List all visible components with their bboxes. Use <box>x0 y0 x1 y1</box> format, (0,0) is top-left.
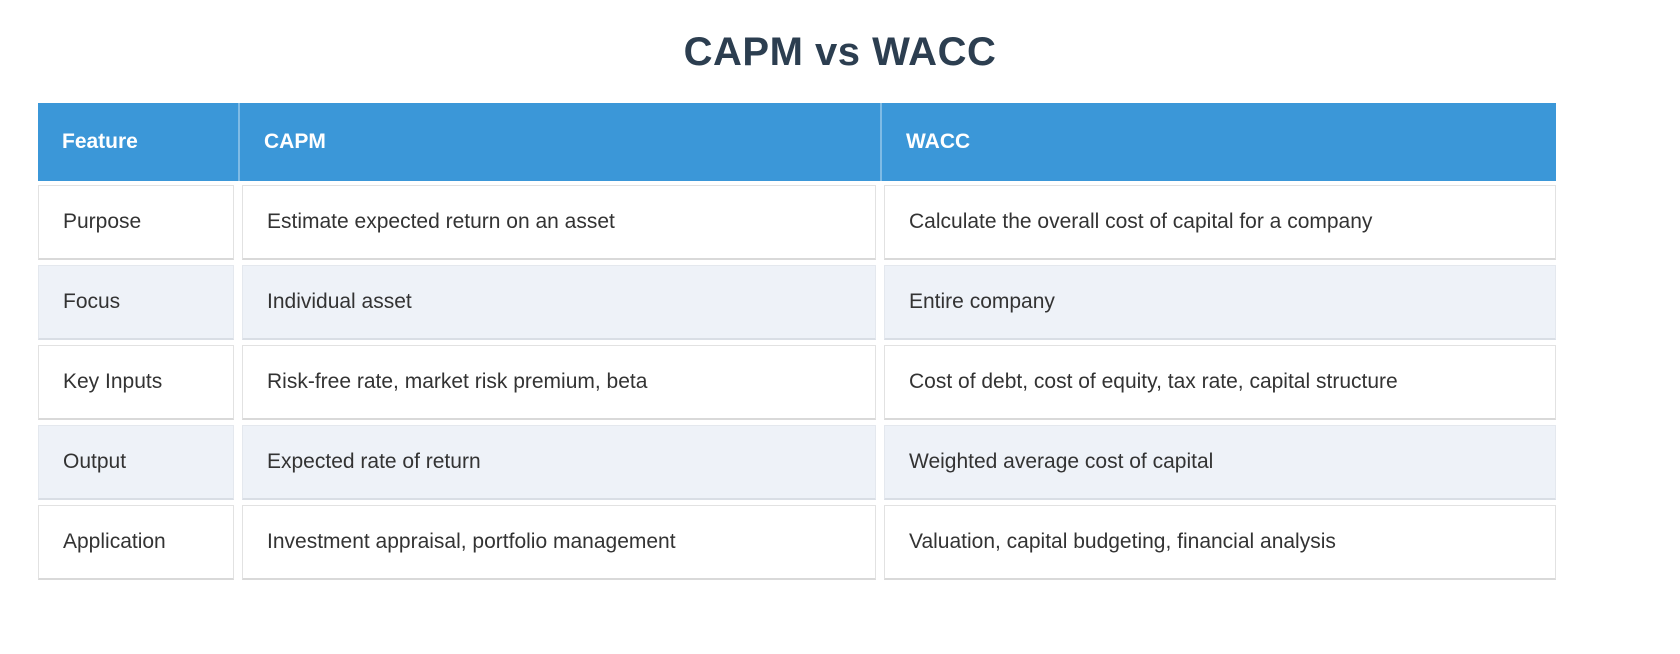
table-body: Purpose Estimate expected return on an a… <box>38 185 1556 580</box>
cell-wacc: Valuation, capital budgeting, financial … <box>884 505 1556 580</box>
cell-feature: Key Inputs <box>38 345 234 420</box>
cell-wacc: Calculate the overall cost of capital fo… <box>884 185 1556 260</box>
cell-wacc: Weighted average cost of capital <box>884 425 1556 500</box>
comparison-table: Feature CAPM WACC Purpose Estimate expec… <box>38 103 1556 580</box>
table-row-application: Application Investment appraisal, portfo… <box>38 505 1556 580</box>
cell-wacc: Cost of debt, cost of equity, tax rate, … <box>884 345 1556 420</box>
cell-capm: Individual asset <box>242 265 876 340</box>
page-title: CAPM vs WACC <box>683 30 997 74</box>
column-header-capm: CAPM <box>238 103 880 181</box>
cell-feature: Output <box>38 425 234 500</box>
table-row-output: Output Expected rate of return Weighted … <box>38 425 1556 500</box>
column-header-wacc: WACC <box>880 103 1556 181</box>
cell-feature: Purpose <box>38 185 234 260</box>
table-header-row: Feature CAPM WACC <box>38 103 1556 181</box>
table-row-focus: Focus Individual asset Entire company <box>38 265 1556 340</box>
table-row-key-inputs: Key Inputs Risk-free rate, market risk p… <box>38 345 1556 420</box>
cell-capm: Investment appraisal, portfolio manageme… <box>242 505 876 580</box>
table-row-purpose: Purpose Estimate expected return on an a… <box>38 185 1556 260</box>
cell-feature: Application <box>38 505 234 580</box>
cell-capm: Expected rate of return <box>242 425 876 500</box>
cell-feature: Focus <box>38 265 234 340</box>
column-header-feature: Feature <box>62 130 138 153</box>
cell-capm: Risk-free rate, market risk premium, bet… <box>242 345 876 420</box>
cell-wacc: Entire company <box>884 265 1556 340</box>
cell-capm: Estimate expected return on an asset <box>242 185 876 260</box>
